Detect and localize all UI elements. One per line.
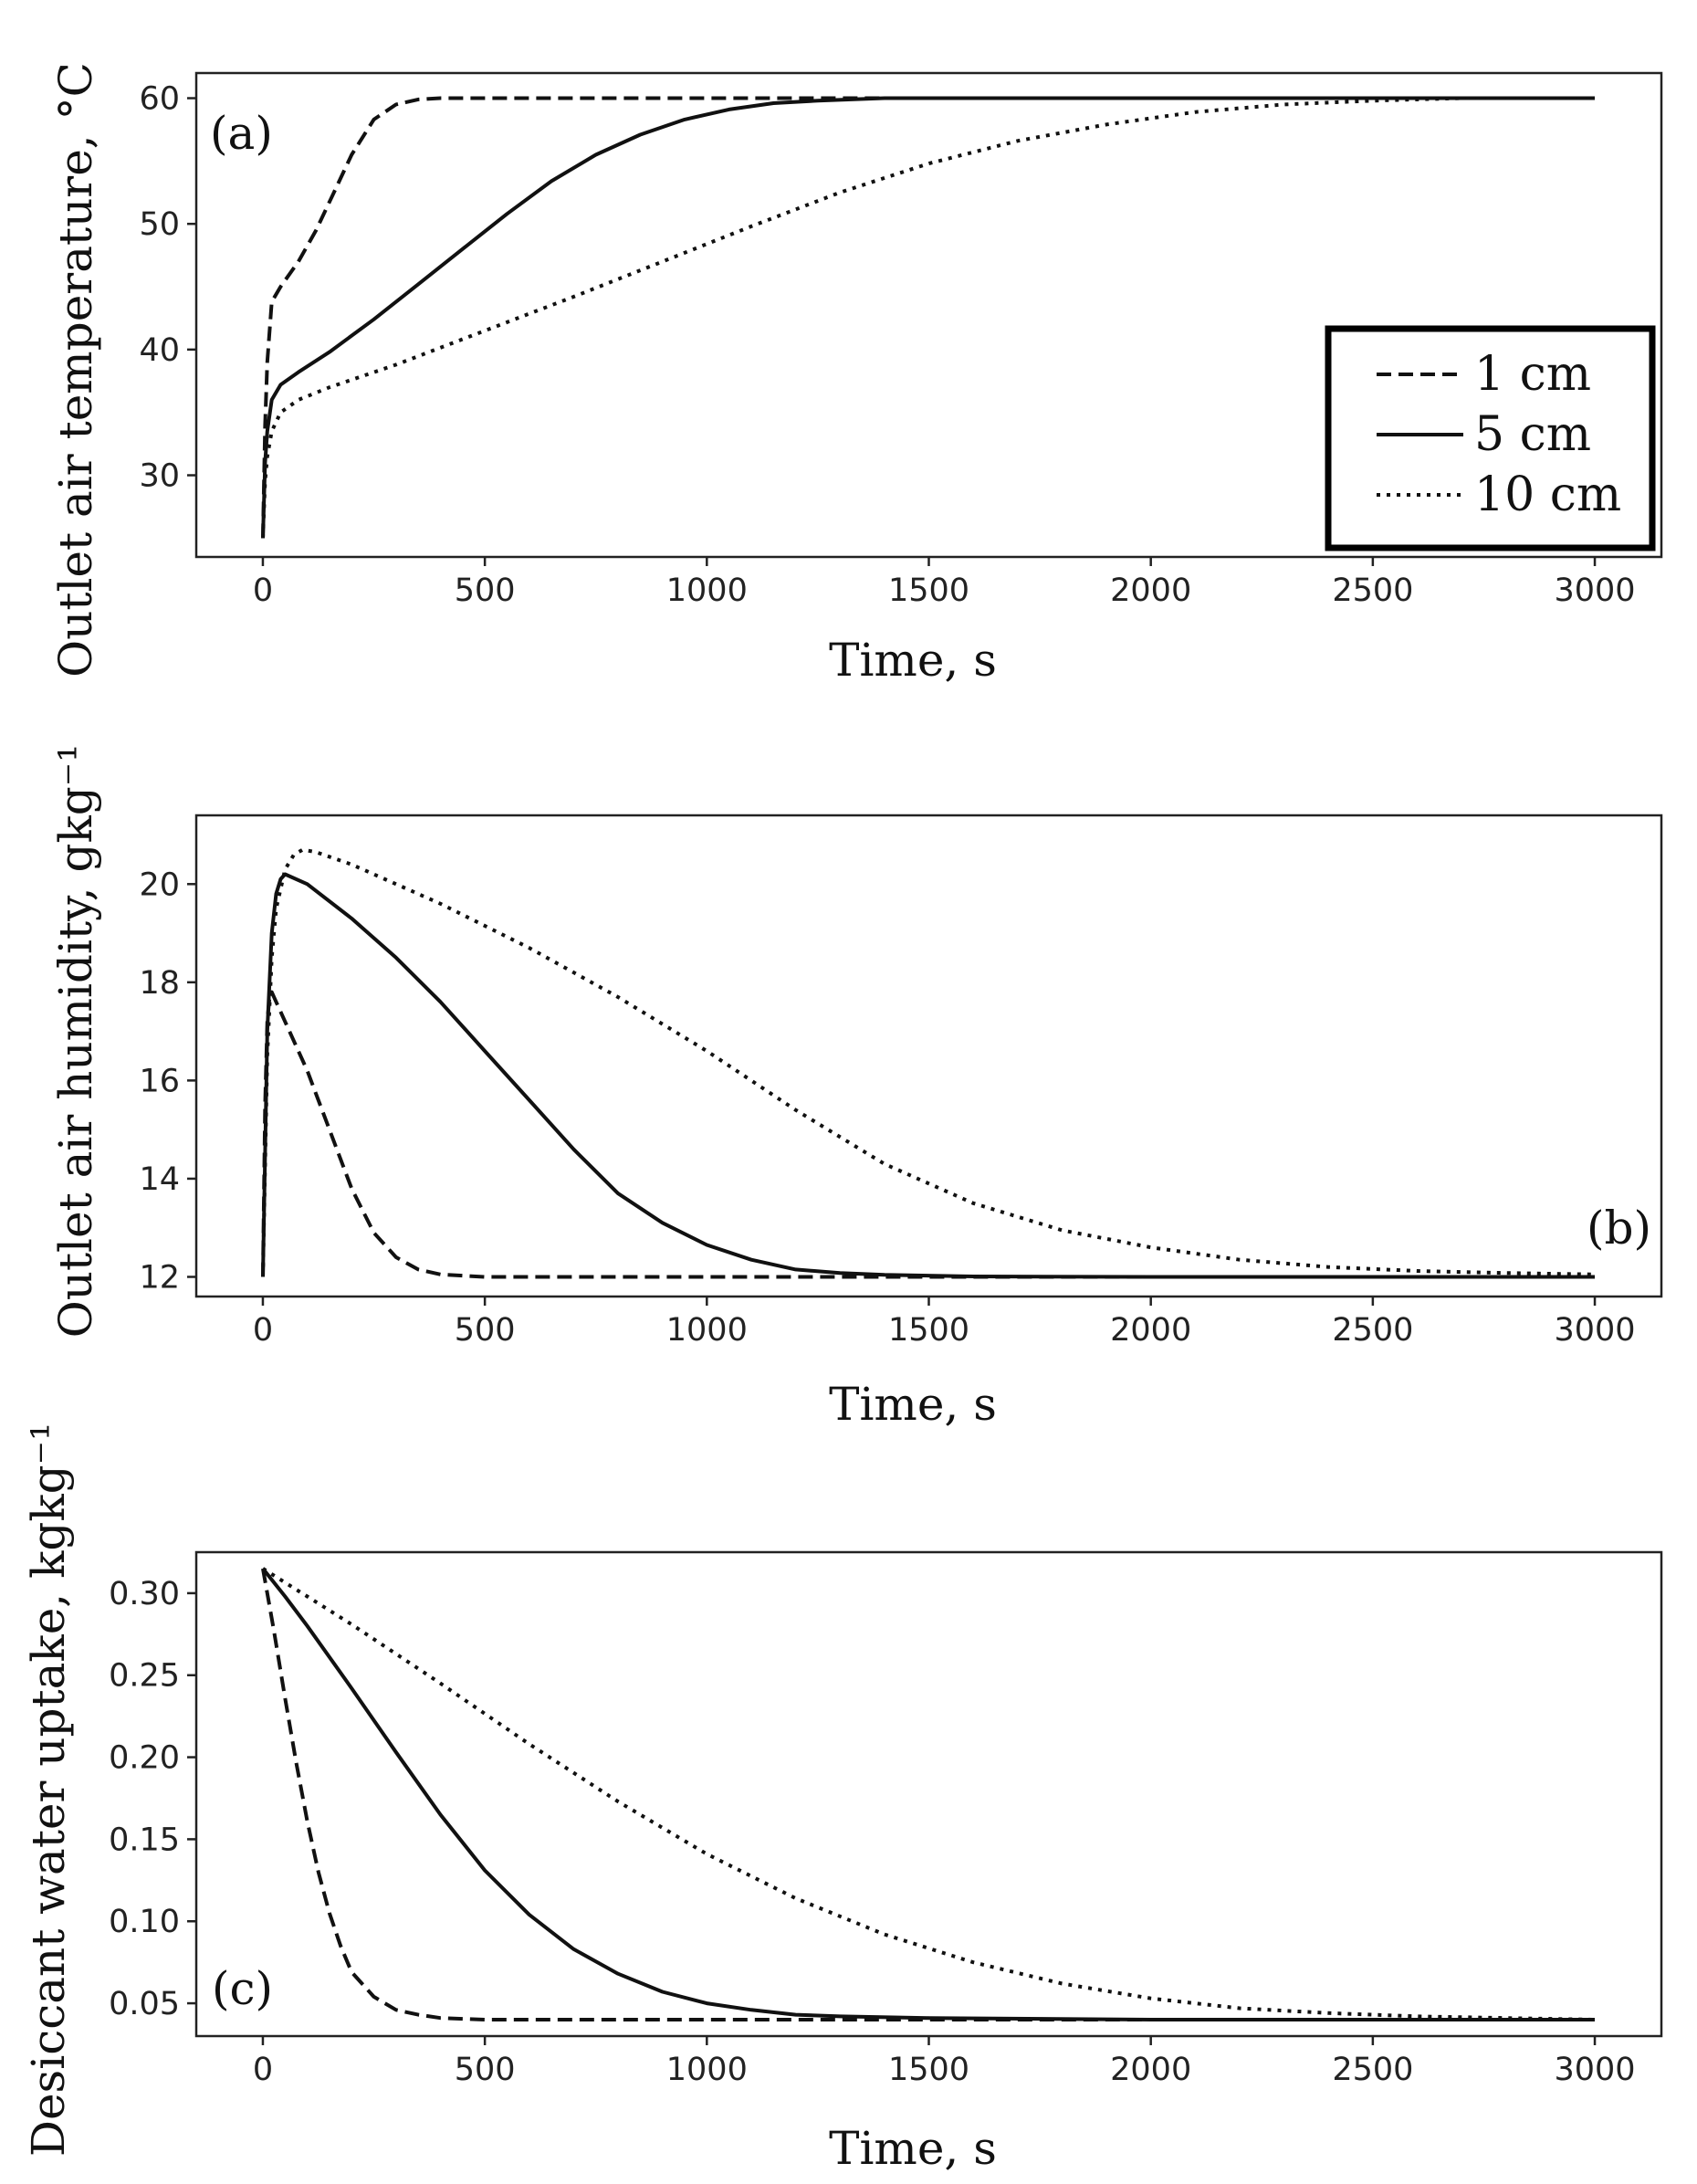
series-line-10cm — [261, 847, 1596, 1277]
y-tick-label: 40 — [139, 332, 180, 369]
x-tick-label: 3000 — [1555, 572, 1636, 609]
y-axis-title: Outlet air humidity, gkg⁻¹ — [49, 744, 102, 1339]
series-layer — [261, 847, 1596, 1279]
panel-label: (c) — [212, 1962, 273, 2015]
x-tick-label: 500 — [455, 2052, 516, 2088]
x-axis-title: Time, s — [829, 2122, 997, 2175]
y-tick-label: 0.05 — [109, 1986, 180, 2022]
panel-label: (b) — [1587, 1202, 1651, 1255]
x-tick-label: 500 — [455, 1312, 516, 1349]
series-line-5cm — [261, 1567, 1595, 2021]
series-layer — [261, 1567, 1596, 2021]
y-tick-label: 0.25 — [109, 1658, 180, 1695]
series-layer — [261, 96, 1595, 539]
y-tick-label: 12 — [139, 1259, 180, 1296]
series-line-5cm — [261, 872, 1595, 1279]
y-tick-label: 30 — [139, 458, 180, 495]
y-tick-label: 0.20 — [109, 1740, 180, 1777]
x-tick-label: 2500 — [1332, 2052, 1413, 2088]
x-tick-label: 1000 — [666, 1312, 748, 1349]
legend-label-10cm: 10 cm — [1474, 467, 1621, 522]
legend-label-5cm: 5 cm — [1474, 407, 1591, 462]
panel-b: (b) Time, s Outlet air humidity, gkg⁻¹ 0… — [49, 744, 1663, 1431]
x-tick-label: 2500 — [1332, 1312, 1413, 1349]
series-line-1cm — [261, 96, 1595, 539]
x-tick-label: 1500 — [888, 572, 969, 609]
y-tick-label: 0.10 — [109, 1904, 180, 1940]
legend-box — [1325, 325, 1656, 551]
y-tick-label: 18 — [139, 965, 180, 1002]
panel-label: (a) — [210, 107, 273, 160]
x-tick-label: 500 — [455, 572, 516, 609]
legend: 1 cm 5 cm 10 cm — [1325, 325, 1656, 551]
y-axis-title: Outlet air temperature, °C — [49, 62, 102, 677]
x-tick-label: 3000 — [1555, 2052, 1636, 2088]
x-tick-label: 0 — [253, 2052, 273, 2088]
legend-label-1cm: 1 cm — [1474, 347, 1591, 402]
x-tick-label: 2000 — [1110, 572, 1191, 609]
x-tick-label: 1000 — [666, 572, 748, 609]
y-tick-label: 16 — [139, 1063, 180, 1099]
y-tick-label: 50 — [139, 206, 180, 243]
x-tick-label: 0 — [253, 572, 273, 609]
y-axis-title: Desiccant water uptake, kgkg⁻¹ — [22, 1423, 75, 2157]
x-tick-label: 2000 — [1110, 2052, 1191, 2088]
y-tick-label: 0.30 — [109, 1576, 180, 1612]
x-tick-label: 3000 — [1555, 1312, 1636, 1349]
panel-c: (c) Time, s Desiccant water uptake, kgkg… — [22, 1423, 1663, 2175]
panel-a: (a) Time, s Outlet air temperature, °C 1… — [49, 62, 1663, 687]
x-tick-label: 2500 — [1332, 572, 1413, 609]
x-tick-label: 0 — [253, 1312, 273, 1349]
x-axis-title: Time, s — [829, 634, 997, 687]
y-tick-label: 14 — [139, 1161, 180, 1198]
x-tick-label: 1000 — [666, 2052, 748, 2088]
x-tick-label: 2000 — [1110, 1312, 1191, 1349]
y-tick-label: 0.15 — [109, 1822, 180, 1858]
y-tick-label: 20 — [139, 866, 180, 903]
x-tick-label: 1500 — [888, 1312, 969, 1349]
x-tick-label: 1500 — [888, 2052, 969, 2088]
y-tick-label: 60 — [139, 81, 180, 118]
series-line-1cm — [261, 1568, 1595, 2021]
series-line-5cm — [261, 96, 1595, 539]
x-axis-title: Time, s — [829, 1378, 997, 1431]
series-line-10cm — [261, 1567, 1596, 2021]
